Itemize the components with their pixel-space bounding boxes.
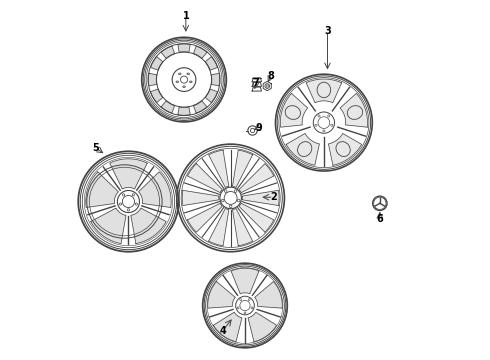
Polygon shape — [233, 208, 253, 246]
Text: 9: 9 — [255, 123, 262, 133]
Polygon shape — [233, 150, 253, 188]
Circle shape — [127, 209, 129, 211]
Circle shape — [122, 194, 124, 196]
Polygon shape — [188, 203, 222, 232]
Polygon shape — [194, 46, 207, 58]
Polygon shape — [194, 101, 207, 113]
Polygon shape — [150, 89, 163, 103]
Circle shape — [328, 115, 330, 117]
Circle shape — [120, 203, 122, 205]
Text: 8: 8 — [268, 71, 274, 81]
Circle shape — [315, 124, 317, 126]
Polygon shape — [148, 73, 157, 86]
Polygon shape — [161, 101, 174, 113]
Polygon shape — [248, 312, 276, 342]
Polygon shape — [328, 134, 362, 165]
Polygon shape — [161, 46, 174, 58]
Circle shape — [221, 199, 224, 202]
Text: 4: 4 — [220, 325, 226, 336]
Polygon shape — [211, 73, 220, 86]
Circle shape — [331, 124, 333, 126]
Text: 7: 7 — [252, 78, 259, 88]
Polygon shape — [340, 94, 368, 127]
Polygon shape — [188, 164, 222, 193]
Polygon shape — [182, 190, 219, 206]
Text: 3: 3 — [324, 26, 331, 36]
Circle shape — [318, 115, 320, 117]
Polygon shape — [214, 312, 242, 342]
Circle shape — [132, 194, 134, 196]
Polygon shape — [150, 57, 163, 70]
Polygon shape — [178, 44, 190, 52]
Polygon shape — [209, 150, 229, 188]
Circle shape — [248, 299, 250, 301]
Text: 6: 6 — [376, 215, 383, 224]
Polygon shape — [139, 172, 171, 207]
Polygon shape — [110, 159, 147, 189]
Polygon shape — [131, 208, 166, 244]
Circle shape — [240, 299, 242, 301]
Circle shape — [323, 130, 325, 132]
Ellipse shape — [183, 86, 185, 87]
Polygon shape — [205, 57, 218, 70]
Text: 5: 5 — [92, 143, 99, 153]
Polygon shape — [208, 282, 235, 308]
Polygon shape — [86, 172, 119, 207]
Ellipse shape — [187, 73, 190, 75]
Polygon shape — [243, 190, 279, 206]
Polygon shape — [239, 203, 274, 232]
Ellipse shape — [178, 73, 181, 75]
Text: 2: 2 — [270, 192, 277, 202]
Circle shape — [229, 205, 232, 208]
Polygon shape — [255, 282, 282, 308]
Text: 1: 1 — [182, 11, 189, 21]
Circle shape — [234, 190, 237, 193]
Polygon shape — [231, 268, 259, 294]
Polygon shape — [280, 94, 308, 127]
Circle shape — [244, 312, 246, 314]
Polygon shape — [306, 79, 342, 103]
Polygon shape — [239, 164, 274, 193]
Polygon shape — [205, 89, 218, 103]
Polygon shape — [209, 208, 229, 246]
Circle shape — [237, 307, 239, 309]
Circle shape — [251, 307, 253, 309]
Ellipse shape — [176, 81, 178, 82]
Circle shape — [224, 190, 227, 193]
Polygon shape — [91, 208, 126, 244]
Circle shape — [237, 199, 240, 202]
Polygon shape — [178, 107, 190, 115]
Polygon shape — [286, 134, 319, 165]
Circle shape — [135, 203, 137, 205]
Ellipse shape — [190, 81, 192, 82]
